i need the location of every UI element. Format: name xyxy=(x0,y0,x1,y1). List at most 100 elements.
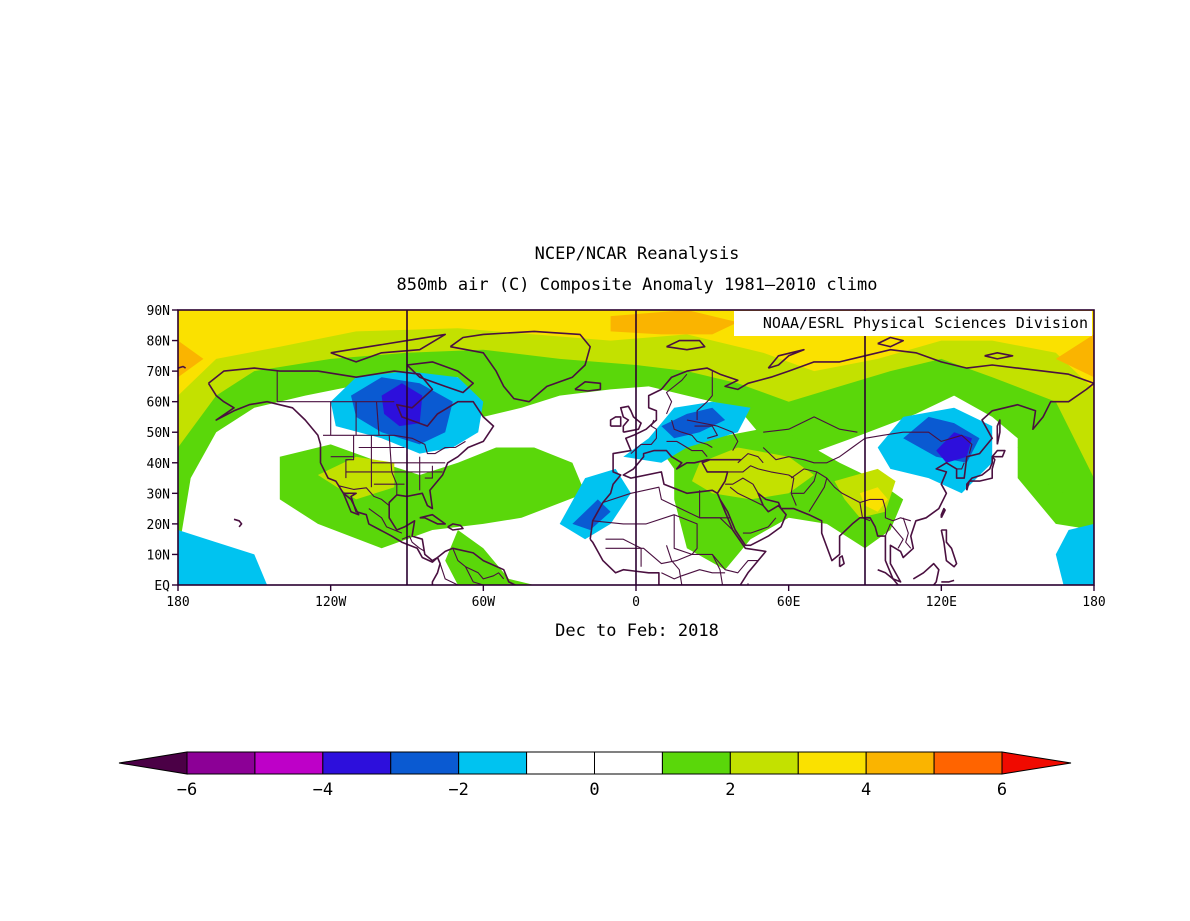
coastline-sakhalin xyxy=(996,419,1001,445)
coastline-north-america xyxy=(207,367,495,563)
border-eu-6 xyxy=(686,419,739,451)
anomaly-region xyxy=(936,432,972,463)
border-as-7 xyxy=(902,517,912,549)
border-me-3 xyxy=(729,486,764,507)
colorbar-bin xyxy=(186,751,256,775)
anomaly-region xyxy=(1017,413,1074,494)
colorbar-label: 0 xyxy=(589,780,599,800)
period-label: Dec to Feb: 2018 xyxy=(555,621,719,641)
coastline-hokkaido xyxy=(991,449,1006,458)
coastline-hawaii xyxy=(233,518,243,528)
colorbar-over-arrow xyxy=(1001,751,1072,775)
lat-tick-label: 40N xyxy=(147,457,170,472)
anomaly-region xyxy=(381,383,423,427)
border-as-4 xyxy=(808,477,828,512)
border-eu-2 xyxy=(671,419,713,448)
lat-tick-label: 20N xyxy=(147,518,170,533)
colorbar-bin xyxy=(594,751,663,775)
colorbar-label: −2 xyxy=(448,780,468,800)
coastline-svalbard xyxy=(666,339,706,351)
lon-tick-label: 0 xyxy=(632,595,640,610)
title-line-1: NCEP/NCAR Reanalysis xyxy=(535,244,740,264)
colorbar-bin xyxy=(458,751,528,775)
credit-box: NOAA/ESRL Physical Sciences Division xyxy=(734,311,1092,336)
coastline-hispaniola xyxy=(447,523,464,531)
coastline-borneo-tip xyxy=(912,562,940,585)
border-as-10 xyxy=(737,453,764,464)
border-states-1 xyxy=(345,435,355,479)
border-as-6 xyxy=(884,523,904,549)
credit-label: NOAA/ESRL Physical Sciences Division xyxy=(763,314,1088,332)
lat-tick-label: 60N xyxy=(147,396,170,411)
border-states-3 xyxy=(388,435,398,495)
coastline-cuba xyxy=(419,513,447,525)
lon-tick-label: 180 xyxy=(1082,595,1105,610)
longitude-axis: 180 120W 60W 0 60E 120E 180 xyxy=(166,585,1106,610)
border-eu-3 xyxy=(666,440,708,458)
anomaly-region xyxy=(610,310,738,335)
border-eu-7 xyxy=(694,425,718,439)
coastline-baja xyxy=(342,492,360,516)
border-af-7 xyxy=(665,545,683,585)
anomaly-region xyxy=(317,456,395,500)
colorbar-label: 6 xyxy=(997,780,1007,800)
lon-tick-label: 60W xyxy=(472,595,496,610)
border-af-3 xyxy=(699,490,734,531)
colorbar-bin xyxy=(390,751,460,775)
border-us-canada xyxy=(323,434,466,455)
coastline-taiwan xyxy=(940,507,946,519)
colorbar-bin xyxy=(661,751,731,775)
border-as-8 xyxy=(956,462,965,470)
border-as-3 xyxy=(791,471,818,494)
lat-tick-label: EQ xyxy=(154,579,170,594)
coastline-baffin xyxy=(406,361,475,394)
colorbar-bin xyxy=(254,751,324,775)
coastline-sulawesi-tip xyxy=(941,579,955,583)
title-line-2: 850mb air (C) Composite Anomaly 1981–201… xyxy=(396,275,877,295)
anomaly-region xyxy=(1055,523,1094,585)
border-sa-3 xyxy=(465,566,484,585)
anomaly-region xyxy=(178,530,268,585)
border-sa-2 xyxy=(439,563,459,585)
border-us-mexico xyxy=(338,485,390,507)
coastline-sumatra-tip xyxy=(877,568,899,585)
border-eu-5 xyxy=(665,373,688,415)
border-af-4 xyxy=(673,514,759,574)
colorbar-label: 4 xyxy=(861,780,871,800)
colorbar-bin xyxy=(322,751,392,775)
latitude-axis: 90N 80N 70N 60N 50N 40N 30N 20N 10N EQ xyxy=(147,304,178,594)
border-states-11 xyxy=(424,465,433,479)
lat-tick-label: 90N xyxy=(147,304,170,319)
anomaly-region xyxy=(1055,334,1094,378)
colorbar: −6 −4 −2 0 2 4 6 xyxy=(118,751,1072,800)
colorbar-bin xyxy=(797,751,867,775)
coastline-layer xyxy=(178,330,1094,585)
border-me-4 xyxy=(742,517,777,534)
border-me-1 xyxy=(727,465,797,506)
border-af-6 xyxy=(661,569,726,580)
colorbar-bin xyxy=(933,751,1003,775)
lon-tick-label: 60E xyxy=(777,595,800,610)
border-me-2 xyxy=(725,477,759,494)
coastline-novaya-zemlya xyxy=(767,348,805,369)
lon-tick-label: 120W xyxy=(315,595,346,610)
coastline-uk xyxy=(619,405,642,433)
colorbar-label: −4 xyxy=(313,780,333,800)
coastline-new-siberian xyxy=(984,351,1014,360)
lat-tick-label: 80N xyxy=(147,335,170,350)
lat-tick-label: 70N xyxy=(147,365,170,380)
coastline-greenland xyxy=(449,330,592,403)
colorbar-bin xyxy=(526,751,595,775)
border-sa-1 xyxy=(452,548,505,580)
lat-tick-label: 30N xyxy=(147,487,170,502)
border-eu-4 xyxy=(696,371,713,420)
colorbar-label: −6 xyxy=(177,780,197,800)
border-as-1 xyxy=(762,431,973,464)
reference-meridians xyxy=(406,310,866,585)
coastline-philippines xyxy=(940,529,958,568)
coastline-ireland xyxy=(609,416,622,427)
lon-tick-label: 120E xyxy=(926,595,957,610)
border-mexico xyxy=(368,508,403,534)
coastline-arctic-islands xyxy=(330,333,447,363)
border-ca-prov-3 xyxy=(375,401,380,436)
